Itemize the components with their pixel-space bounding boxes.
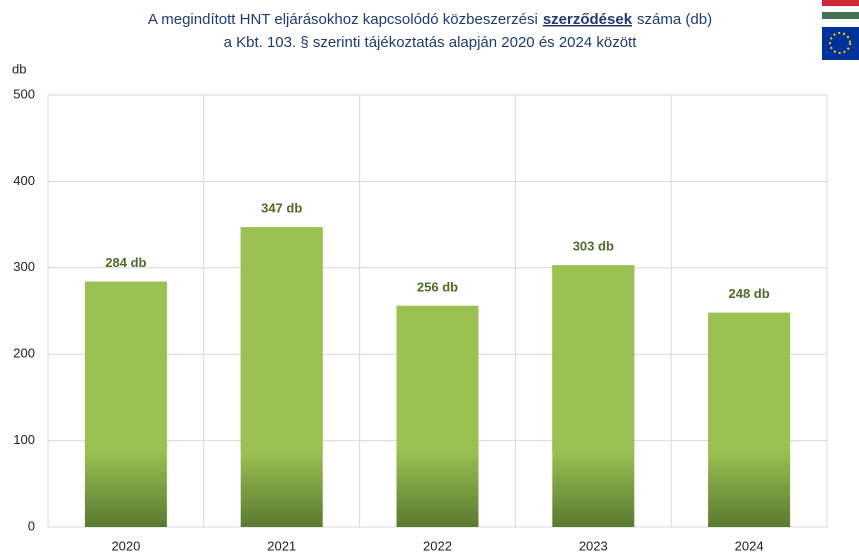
value-label: 303 db xyxy=(573,239,614,254)
x-tick-label: 2020 xyxy=(111,538,140,553)
y-tick-label: 400 xyxy=(13,173,35,188)
y-tick-label: 100 xyxy=(13,432,35,447)
bar-top xyxy=(708,312,791,450)
y-tick-label: 300 xyxy=(13,259,35,274)
title-emphasis: szerződések xyxy=(543,11,633,28)
title-text: A megindított HNT eljárásokhoz kapcsolód… xyxy=(148,11,538,28)
value-label: 256 db xyxy=(417,279,458,294)
bar-top xyxy=(240,227,323,450)
y-axis-label: db xyxy=(12,61,26,76)
value-label: 347 db xyxy=(261,201,302,216)
y-tick-label: 200 xyxy=(13,346,35,361)
x-tick-label: 2024 xyxy=(735,538,764,553)
y-tick-label: 0 xyxy=(28,518,35,533)
y-tick-label: 500 xyxy=(13,86,35,101)
bar-top xyxy=(552,265,635,450)
x-tick-label: 2022 xyxy=(423,538,452,553)
value-label: 284 db xyxy=(105,255,146,270)
chart-title: A megindított HNT eljárásokhoz kapcsolód… xyxy=(148,11,712,28)
bar-top xyxy=(396,305,479,450)
flags xyxy=(822,0,859,60)
x-tick-label: 2023 xyxy=(579,538,608,553)
bar-top xyxy=(84,281,167,450)
chart-subtitle: a Kbt. 103. § szerinti tájékoztatás alap… xyxy=(224,34,638,51)
title-text: száma (db) xyxy=(637,11,712,28)
value-label: 248 db xyxy=(729,286,770,301)
x-tick-label: 2021 xyxy=(267,538,296,553)
